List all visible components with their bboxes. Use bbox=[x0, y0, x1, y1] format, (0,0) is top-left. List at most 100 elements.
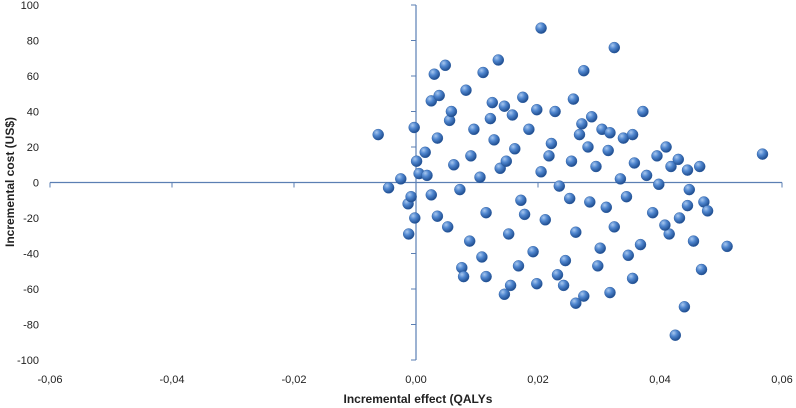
data-point bbox=[634, 238, 647, 251]
data-point bbox=[523, 123, 535, 136]
data-point bbox=[678, 301, 691, 313]
data-point bbox=[395, 173, 407, 185]
data-point bbox=[628, 157, 641, 169]
data-point bbox=[681, 199, 694, 212]
data-point bbox=[590, 160, 602, 173]
y-tick-label: -20 bbox=[23, 213, 39, 225]
data-point bbox=[480, 206, 492, 219]
data-point bbox=[582, 141, 594, 153]
data-point bbox=[531, 103, 543, 116]
data-point bbox=[594, 242, 606, 254]
x-tick-label: -0,06 bbox=[37, 374, 62, 386]
data-point bbox=[620, 190, 633, 203]
data-point bbox=[653, 178, 665, 191]
axes bbox=[49, 4, 783, 361]
data-point bbox=[403, 228, 415, 240]
data-point bbox=[465, 150, 477, 162]
data-point bbox=[535, 166, 547, 178]
data-point bbox=[419, 146, 431, 159]
data-point bbox=[425, 189, 437, 201]
data-point bbox=[408, 121, 420, 134]
data-point bbox=[468, 123, 480, 136]
y-tick-label: 100 bbox=[21, 0, 39, 12]
data-point bbox=[721, 240, 733, 253]
data-point bbox=[651, 150, 663, 162]
data-point bbox=[592, 260, 604, 272]
data-point bbox=[665, 160, 677, 173]
data-point bbox=[480, 270, 492, 283]
data-point bbox=[515, 194, 527, 207]
data-point bbox=[557, 279, 570, 292]
data-point bbox=[549, 105, 561, 118]
data-point bbox=[474, 171, 486, 183]
data-point bbox=[500, 155, 512, 167]
data-point bbox=[531, 278, 543, 290]
data-point bbox=[464, 235, 476, 247]
data-point bbox=[457, 270, 470, 283]
data-point bbox=[564, 192, 576, 205]
data-point bbox=[659, 219, 671, 231]
data-point bbox=[565, 155, 578, 167]
data-point bbox=[439, 59, 451, 72]
x-tick-label: 0,02 bbox=[527, 374, 548, 386]
y-tick-label: 0 bbox=[33, 178, 39, 190]
data-point bbox=[584, 196, 596, 208]
data-point bbox=[442, 221, 454, 233]
data-point bbox=[484, 112, 497, 125]
data-point bbox=[503, 228, 515, 240]
data-point bbox=[614, 173, 627, 185]
data-point bbox=[608, 41, 620, 54]
y-axis-title: Incremental cost (US$) bbox=[3, 117, 17, 247]
x-tick-label: 0,04 bbox=[649, 374, 670, 386]
data-point bbox=[576, 118, 588, 130]
data-point bbox=[543, 150, 555, 162]
data-point bbox=[608, 221, 620, 233]
data-point bbox=[498, 100, 511, 112]
x-tick-label: 0,00 bbox=[405, 374, 426, 386]
data-point bbox=[573, 128, 586, 141]
data-point bbox=[477, 66, 489, 79]
data-point bbox=[602, 144, 614, 157]
data-point bbox=[626, 128, 639, 141]
data-point bbox=[539, 214, 551, 226]
data-point bbox=[673, 212, 686, 224]
y-tick-label: -60 bbox=[23, 284, 39, 296]
data-point bbox=[492, 54, 504, 66]
data-point bbox=[647, 206, 659, 219]
data-point bbox=[421, 169, 433, 182]
data-point bbox=[498, 288, 511, 300]
data-point bbox=[553, 180, 565, 192]
data-point bbox=[672, 153, 684, 166]
data-point bbox=[604, 286, 616, 299]
data-point bbox=[486, 96, 498, 109]
data-point bbox=[701, 205, 714, 217]
data-point bbox=[445, 105, 458, 118]
data-point bbox=[694, 160, 706, 173]
x-tick-label: 0,06 bbox=[771, 374, 792, 386]
x-tick-label: -0,04 bbox=[159, 374, 184, 386]
data-point bbox=[410, 155, 423, 167]
data-point bbox=[669, 329, 681, 341]
data-point bbox=[545, 137, 558, 150]
data-point bbox=[681, 164, 694, 176]
y-tick-label: -40 bbox=[23, 249, 39, 261]
data-point bbox=[509, 143, 521, 155]
data-point bbox=[504, 279, 517, 292]
data-point bbox=[506, 109, 519, 121]
data-point bbox=[604, 127, 616, 139]
y-tick-label: 60 bbox=[27, 71, 39, 83]
data-point bbox=[586, 111, 598, 123]
tick-labels: -0,06 -0,04 -0,02 0,00 0,02 0,04 0,06 100 80 60 40… bbox=[17, 0, 793, 386]
data-point bbox=[756, 148, 769, 160]
data-point bbox=[578, 290, 590, 302]
x-tick-label: -0,02 bbox=[281, 374, 306, 386]
x-axis-title: Incremental effect (QALYs bbox=[344, 392, 493, 406]
data-point bbox=[488, 134, 500, 146]
data-point bbox=[640, 169, 653, 182]
data-point bbox=[570, 226, 582, 238]
data-point bbox=[431, 132, 444, 144]
data-point bbox=[695, 263, 708, 276]
y-tick-label: 80 bbox=[27, 36, 39, 48]
data-point bbox=[622, 249, 634, 262]
data-point bbox=[405, 190, 417, 203]
